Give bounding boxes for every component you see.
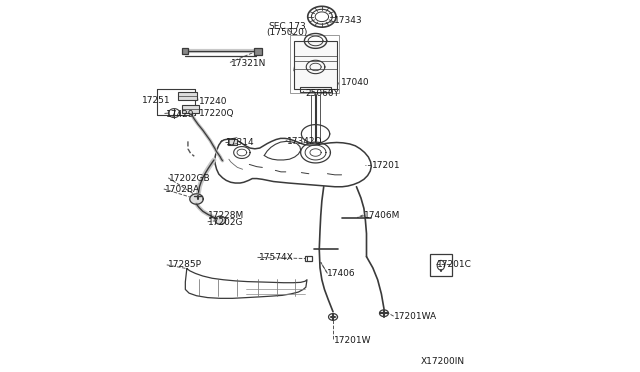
Text: 17406: 17406 <box>328 269 356 278</box>
Text: 17314: 17314 <box>227 138 255 147</box>
Text: 17342Q: 17342Q <box>287 137 322 146</box>
Text: 17040: 17040 <box>340 78 369 87</box>
Bar <box>429 254 452 276</box>
Text: 17201: 17201 <box>372 161 401 170</box>
Text: SEC.173: SEC.173 <box>269 22 307 31</box>
Text: 17202GB: 17202GB <box>170 174 211 183</box>
Text: 17240: 17240 <box>199 97 228 106</box>
Polygon shape <box>190 194 203 204</box>
Text: 17406M: 17406M <box>364 211 400 220</box>
Text: 17201WA: 17201WA <box>394 312 438 321</box>
Bar <box>291 35 339 93</box>
Text: 17343: 17343 <box>334 16 363 25</box>
Bar <box>228 139 237 145</box>
Text: 17321N: 17321N <box>231 59 266 68</box>
Text: X17200IN: X17200IN <box>421 357 465 366</box>
Text: 17251: 17251 <box>142 96 171 105</box>
Bar <box>300 87 331 92</box>
Text: 17202G: 17202G <box>209 218 244 227</box>
Text: 17201W: 17201W <box>334 336 372 345</box>
Bar <box>254 48 262 55</box>
Bar <box>178 92 197 100</box>
Text: 17429: 17429 <box>166 110 194 119</box>
Polygon shape <box>215 216 225 224</box>
Bar <box>182 105 199 113</box>
Text: 17201C: 17201C <box>437 260 472 269</box>
Text: 17228M: 17228M <box>207 211 244 219</box>
Bar <box>294 41 337 89</box>
Text: 17574X: 17574X <box>259 253 293 262</box>
Text: 1702BA: 1702BA <box>164 185 200 194</box>
Text: (175020): (175020) <box>266 28 307 37</box>
Text: 17220Q: 17220Q <box>199 109 235 118</box>
Polygon shape <box>294 66 298 71</box>
Text: 25060Y: 25060Y <box>305 89 339 98</box>
Bar <box>182 48 188 54</box>
Text: 17285P: 17285P <box>168 260 202 269</box>
Bar <box>305 256 312 261</box>
